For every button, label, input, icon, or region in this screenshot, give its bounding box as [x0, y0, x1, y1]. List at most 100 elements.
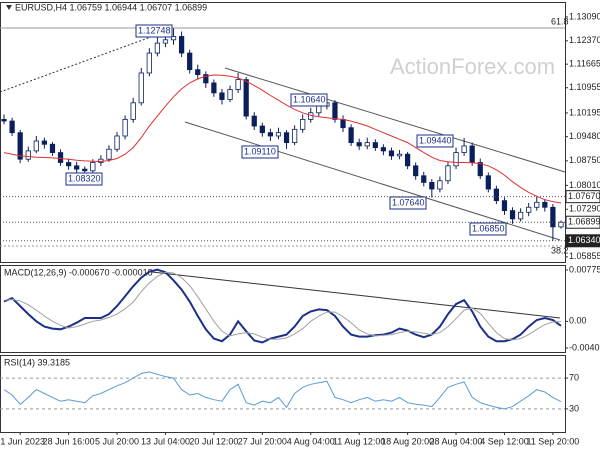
annotation-box	[416, 134, 454, 148]
annotation: 1.10640	[293, 94, 326, 104]
annotation: 1.09110	[244, 146, 276, 156]
x-tick-label: 5 Jul 20:00	[95, 436, 139, 446]
candle-body	[413, 165, 419, 177]
candle-body	[453, 152, 459, 167]
candle-body	[517, 211, 524, 220]
candle-body	[9, 120, 15, 134]
y-tick-label: 0.007753	[569, 264, 600, 274]
x-tick-label: 13 Jul 04:00	[141, 436, 190, 446]
annotation: 1.09440	[419, 135, 452, 145]
annotation: 1.06850	[472, 223, 505, 233]
candle-body	[146, 52, 152, 74]
x-tick-label: 27 Jul 20:00	[238, 436, 287, 446]
x-tick-label: 4 Sep 12:00	[480, 436, 529, 446]
price-marker-box	[565, 215, 600, 229]
candle-body	[421, 175, 427, 183]
candle-body	[170, 36, 177, 41]
candle-body	[74, 165, 80, 170]
candle-body	[396, 153, 403, 157]
x-tick-label: 4 Aug 04:00	[287, 436, 335, 446]
y-tick-label: 1.09480	[569, 131, 600, 141]
candle-body	[49, 143, 56, 153]
y-tick-label: 30	[569, 403, 579, 413]
fib-label: 38.2	[551, 245, 569, 255]
channel-line	[184, 121, 561, 241]
channel-line	[224, 67, 566, 173]
y-tick-label: 0.00	[569, 316, 587, 326]
y-tick-label: 70	[569, 372, 579, 382]
y-tick-label: 1.11665	[569, 59, 600, 69]
annotation-box	[65, 172, 103, 186]
candle-body	[429, 182, 435, 190]
candle-body	[90, 162, 96, 172]
x-tick-label: 28 Aug 04:00	[430, 436, 483, 446]
y-tick-label: 1.10955	[569, 82, 600, 92]
annotation-box	[135, 24, 173, 38]
moving-average	[3, 74, 562, 204]
rsi-title: RSI(14) 39.3185	[4, 357, 70, 367]
y-tick-label: 1.10195	[569, 107, 600, 117]
candle-body	[65, 162, 72, 167]
candle-body	[243, 79, 249, 117]
candle-body	[275, 132, 282, 137]
x-tick-label: 18 Aug 20:00	[381, 436, 434, 446]
candle-body	[388, 150, 395, 157]
candle-body	[41, 140, 48, 145]
annotation: 1.08320	[68, 173, 101, 183]
series-line	[3, 268, 562, 344]
x-tick-label: 21 Jun 2023	[0, 436, 45, 446]
candle-body	[364, 142, 370, 147]
candle-body	[154, 42, 161, 54]
x-tick-label: 11 Sep 20:00	[526, 436, 579, 446]
candle-body	[1, 118, 7, 122]
fib-label: 61.8	[551, 16, 569, 26]
y-tick-label: 1.08750	[569, 155, 600, 165]
candle-body	[219, 92, 225, 100]
price-marker: 1.06340	[568, 235, 600, 245]
macd-title: MACD(12,26,9) -0.000670 -0.000018	[4, 267, 153, 277]
candle-body	[558, 221, 564, 228]
price-marker: 1.07670	[568, 191, 600, 201]
candle-body	[187, 52, 193, 71]
candle-body	[195, 69, 201, 76]
price-marker-box	[565, 190, 600, 204]
y-tick-label: 1.07290	[569, 204, 600, 214]
candle-body	[501, 200, 508, 211]
candle-body	[25, 150, 31, 160]
candle-body	[259, 125, 265, 134]
y-tick-label: 1.13090	[569, 11, 600, 21]
candle-body	[106, 148, 112, 160]
candle-body	[283, 132, 290, 144]
candle-body	[550, 206, 556, 228]
candle-body	[130, 102, 136, 120]
candle-body	[57, 152, 64, 163]
candle-body	[332, 102, 338, 120]
price-marker: 1.06899	[568, 217, 600, 227]
candle-body	[114, 135, 120, 150]
candle-body	[162, 39, 169, 44]
candle-body	[235, 79, 241, 90]
x-tick-label: 11 Aug 12:00	[333, 436, 385, 446]
candle-body	[380, 147, 387, 152]
annotation-box	[241, 145, 279, 159]
candle-body	[33, 140, 39, 152]
candle-body	[372, 142, 378, 148]
candle-body	[534, 201, 540, 208]
annotation-box	[469, 222, 507, 236]
candle-body	[493, 188, 500, 202]
x-tick-label: 28 Jun 16:00	[43, 436, 95, 446]
candle-body	[211, 82, 217, 94]
candle-body	[437, 180, 443, 190]
candle-body	[404, 153, 411, 167]
y-tick-label: -0.004027	[569, 342, 600, 352]
watermark: ActionForex.com	[390, 54, 555, 79]
candle-body	[251, 115, 257, 127]
chart-title: EURUSD,H4 1.06759 1.06944 1.06707 1.0689…	[15, 2, 207, 12]
x-tick-label: 20 Jul 12:00	[189, 436, 238, 446]
macd-trend-line	[151, 271, 561, 319]
annotation-box	[290, 93, 328, 107]
macd-panel	[0, 265, 566, 353]
candle-body	[461, 145, 467, 153]
annotation: 1.12748	[138, 25, 171, 35]
series-line	[3, 271, 562, 341]
